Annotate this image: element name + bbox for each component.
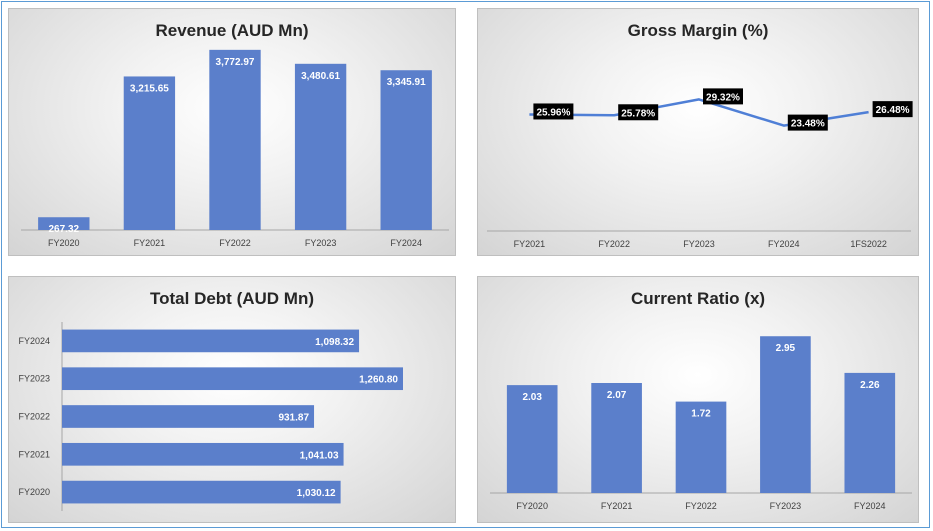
total-debt-y-tick-label: FY2020	[18, 487, 50, 497]
total-debt-y-tick-label: FY2023	[18, 374, 50, 384]
gross-margin-x-tick-label: 1FS2022	[850, 239, 887, 249]
current-ratio-value-label: 2.26	[860, 380, 880, 391]
total-debt-chart-plot: 1,098.32 FY2024 1,260.80 FY2023 931.87 FY2022…	[18, 322, 403, 511]
current-ratio-bar	[760, 336, 811, 493]
current-ratio-chart-plot: 2.03 FY2020 2.07 FY2021 1.72 FY2022 2.95 FY2023…	[490, 336, 912, 511]
revenue-x-tick-label: FY2023	[305, 238, 337, 248]
total-debt-chart: Total Debt (AUD Mn) 1,098.32 FY2024 1,260.…	[8, 276, 456, 523]
gross-margin-x-tick-label: FY2022	[598, 239, 630, 249]
total-debt-y-tick-label: FY2021	[18, 449, 50, 459]
total-debt-value-label: 1,030.12	[297, 488, 336, 499]
revenue-x-tick-label: FY2022	[219, 238, 251, 248]
gross-margin-label-box	[787, 114, 828, 131]
revenue-bar	[380, 70, 432, 231]
current-ratio-bar	[675, 401, 727, 493]
current-ratio-value-label: 2.03	[522, 392, 542, 403]
revenue-value-label: 3,772.97	[216, 57, 255, 68]
total-debt-value-label: 1,041.03	[300, 450, 339, 461]
gross-margin-chart-title: Gross Margin (%)	[627, 21, 769, 40]
gross-margin-value-label: 29.32%	[706, 92, 740, 103]
revenue-chart-plot: 267.32 FY2020 3,215.65 FY2021 3,772.97 FY2022…	[21, 49, 449, 248]
gross-margin-label-box	[618, 104, 659, 121]
current-ratio-chart-title: Current Ratio (x)	[630, 289, 766, 308]
total-debt-bar	[62, 405, 315, 428]
total-debt-value-label: 1,260.80	[359, 375, 398, 386]
revenue-x-tick-label: FY2021	[134, 238, 166, 248]
revenue-x-tick-label: FY2020	[48, 238, 80, 248]
current-ratio-bar	[591, 382, 642, 493]
current-ratio-value-label: 2.07	[607, 390, 627, 401]
revenue-value-label: 3,480.61	[301, 71, 340, 82]
current-ratio-x-tick-label: FY2024	[854, 501, 886, 511]
total-debt-value-label: 1,098.32	[315, 337, 354, 348]
current-ratio-value-label: 1.72	[691, 409, 711, 420]
revenue-x-tick-label: FY2024	[390, 238, 422, 248]
total-debt-y-tick-label: FY2022	[18, 412, 50, 422]
current-ratio-bar	[506, 385, 558, 493]
revenue-bar	[294, 63, 347, 230]
total-debt-bar	[62, 480, 341, 504]
total-debt-bar	[62, 367, 403, 391]
gross-margin-label-box	[533, 103, 574, 120]
revenue-value-label: 3,345.91	[387, 77, 426, 88]
revenue-bar	[38, 217, 90, 230]
revenue-bar	[209, 49, 261, 230]
gross-margin-label-box	[872, 101, 913, 118]
total-debt-value-label: 931.87	[278, 413, 309, 424]
gross-margin-label-box	[703, 88, 743, 105]
current-ratio-x-tick-label: FY2021	[601, 501, 633, 511]
gross-margin-x-tick-label: FY2021	[514, 239, 546, 249]
total-debt-bar	[62, 442, 344, 466]
gross-margin-x-tick-label: FY2023	[683, 239, 715, 249]
current-ratio-x-tick-label: FY2020	[516, 501, 548, 511]
gross-margin-value-label: 25.78%	[621, 108, 655, 119]
current-ratio-bar	[844, 372, 896, 493]
gross-margin-value-label: 25.96%	[536, 107, 570, 118]
revenue-value-label: 3,215.65	[130, 83, 169, 94]
gross-margin-value-label: 23.48%	[791, 119, 825, 130]
current-ratio-chart: Current Ratio (x) 2.03 FY2020 2.07 FY2021 1.…	[477, 276, 919, 523]
revenue-chart: Revenue (AUD Mn) 267.32 FY2020 3,215.65 FY2…	[8, 8, 456, 256]
total-debt-chart-title: Total Debt (AUD Mn)	[150, 289, 314, 308]
total-debt-y-tick-label: FY2024	[18, 336, 50, 346]
revenue-chart-title: Revenue (AUD Mn)	[155, 21, 309, 40]
gross-margin-x-tick-label: FY2024	[768, 239, 800, 249]
current-ratio-x-tick-label: FY2023	[770, 501, 802, 511]
current-ratio-value-label: 2.95	[776, 343, 796, 354]
gross-margin-chart: Gross Margin (%) 25.96% FY2021 25.78% FY202…	[477, 8, 919, 256]
current-ratio-x-tick-label: FY2022	[685, 501, 717, 511]
gross-margin-chart-plot: 25.96% FY2021 25.78% FY2022 29.32% FY2023 23.4…	[487, 88, 913, 249]
gross-margin-value-label: 26.48%	[876, 105, 910, 116]
revenue-value-label: 267.32	[49, 224, 80, 235]
total-debt-bar	[62, 329, 360, 353]
revenue-bar	[123, 76, 176, 230]
